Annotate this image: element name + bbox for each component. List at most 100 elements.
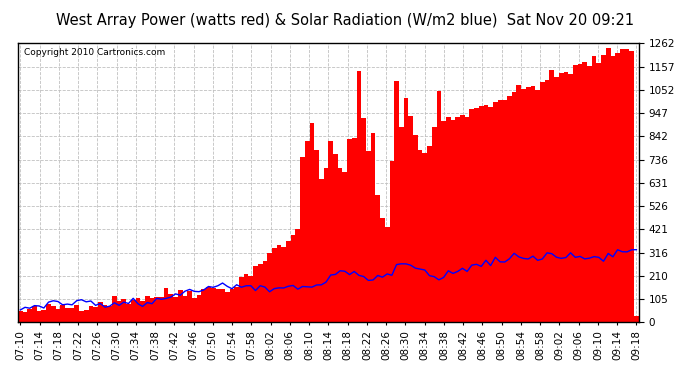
Bar xyxy=(559,73,564,322)
Bar xyxy=(474,108,479,322)
Bar xyxy=(375,195,380,322)
Bar xyxy=(404,98,408,322)
Bar xyxy=(230,289,235,322)
Bar xyxy=(164,288,168,322)
Bar xyxy=(517,85,521,322)
Bar xyxy=(432,127,437,322)
Bar xyxy=(290,236,295,322)
Bar xyxy=(493,102,497,322)
Bar xyxy=(75,304,79,322)
Bar xyxy=(168,294,173,322)
Bar xyxy=(32,306,37,322)
Bar xyxy=(140,301,145,322)
Bar xyxy=(441,122,446,322)
Bar xyxy=(366,151,371,322)
Bar xyxy=(451,120,455,322)
Bar xyxy=(277,245,282,322)
Bar xyxy=(437,92,441,322)
Bar xyxy=(117,301,121,322)
Bar xyxy=(56,309,60,322)
Bar xyxy=(41,310,46,322)
Bar xyxy=(235,286,239,322)
Bar xyxy=(192,297,197,322)
Bar xyxy=(479,106,484,322)
Bar xyxy=(390,161,394,322)
Bar xyxy=(620,49,624,322)
Text: West Array Power (watts red) & Solar Radiation (W/m2 blue)  Sat Nov 20 09:21: West Array Power (watts red) & Solar Rad… xyxy=(56,13,634,28)
Bar xyxy=(197,295,201,322)
Bar xyxy=(135,298,140,322)
Bar xyxy=(178,290,183,322)
Bar xyxy=(319,179,324,322)
Bar xyxy=(427,147,432,322)
Bar xyxy=(70,308,75,322)
Bar xyxy=(502,100,507,322)
Bar xyxy=(183,296,187,322)
Bar xyxy=(512,92,517,322)
Bar xyxy=(601,55,606,322)
Bar xyxy=(126,304,131,322)
Bar xyxy=(201,289,206,322)
Bar xyxy=(422,153,427,322)
Bar xyxy=(215,288,220,322)
Bar xyxy=(385,227,390,322)
Bar xyxy=(408,116,413,322)
Bar xyxy=(333,154,338,322)
Bar xyxy=(371,132,375,322)
Bar xyxy=(253,266,258,322)
Bar xyxy=(295,229,300,322)
Bar xyxy=(352,138,357,322)
Bar xyxy=(526,87,531,322)
Bar xyxy=(211,288,215,322)
Bar xyxy=(46,304,51,322)
Bar xyxy=(239,277,244,322)
Bar xyxy=(51,306,56,322)
Bar xyxy=(155,297,159,322)
Bar xyxy=(98,302,103,322)
Bar xyxy=(446,117,451,322)
Bar xyxy=(497,100,502,322)
Bar xyxy=(145,296,150,322)
Bar xyxy=(380,217,385,322)
Bar xyxy=(399,127,404,322)
Bar xyxy=(258,264,262,322)
Bar xyxy=(93,306,98,322)
Bar xyxy=(206,287,211,322)
Bar xyxy=(489,107,493,322)
Bar xyxy=(248,276,253,322)
Bar xyxy=(615,53,620,322)
Bar xyxy=(629,51,634,322)
Bar xyxy=(484,105,489,322)
Bar xyxy=(342,172,347,322)
Bar xyxy=(121,300,126,322)
Bar xyxy=(328,141,333,322)
Bar xyxy=(18,311,23,322)
Bar xyxy=(535,90,540,322)
Bar xyxy=(592,56,596,322)
Bar xyxy=(573,64,578,322)
Bar xyxy=(112,296,117,322)
Bar xyxy=(460,116,465,322)
Bar xyxy=(469,109,474,322)
Bar xyxy=(554,76,559,322)
Bar xyxy=(225,292,230,322)
Bar xyxy=(28,309,32,322)
Bar xyxy=(362,118,366,322)
Bar xyxy=(417,150,422,322)
Bar xyxy=(305,141,310,322)
Bar xyxy=(300,157,305,322)
Bar xyxy=(267,254,272,322)
Bar xyxy=(394,81,399,322)
Bar xyxy=(220,288,225,322)
Bar xyxy=(324,168,328,322)
Bar xyxy=(60,305,65,322)
Bar xyxy=(347,139,352,322)
Bar xyxy=(79,311,83,322)
Bar xyxy=(606,48,611,322)
Bar xyxy=(88,306,93,322)
Bar xyxy=(587,66,592,322)
Bar xyxy=(578,64,582,322)
Bar xyxy=(624,49,629,322)
Bar xyxy=(108,306,112,322)
Bar xyxy=(65,308,70,322)
